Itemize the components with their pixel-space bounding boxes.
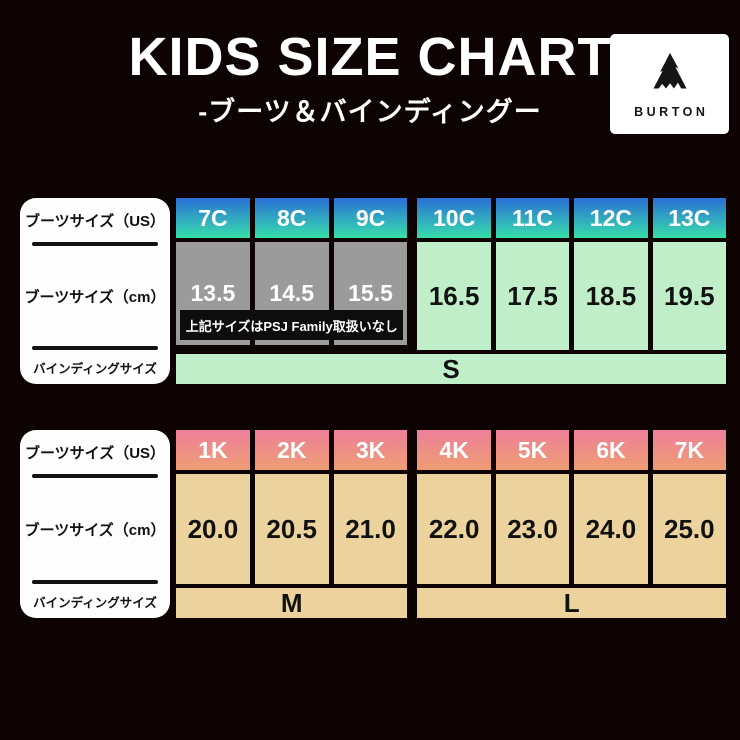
us-size-cell: 5K (495, 430, 570, 470)
label-boot-size-us: ブーツサイズ（US） (24, 212, 166, 230)
cm-size-row: 20.0 20.5 21.0 22.0 23.0 24.0 25.0 (176, 474, 726, 584)
cm-size-cell: 25.0 (652, 474, 726, 584)
data-area-c: 7C 8C 9C 10C 11C 12C 13C 13.5 14.5 15.5 … (176, 198, 726, 384)
binding-size-row: S (176, 354, 726, 384)
page-subtitle: -ブーツ＆バインディングー (198, 97, 542, 127)
label-boot-size-cm: ブーツサイズ（cm） (24, 521, 166, 539)
us-size-row: 1K 2K 3K 4K 5K 6K 7K (176, 430, 726, 470)
us-group-l: 4K 5K 6K 7K (417, 430, 726, 470)
us-group-m: 1K 2K 3K (176, 430, 408, 470)
us-size-cell: 3K (333, 430, 408, 470)
divider-line (32, 346, 158, 350)
us-size-cell: 1K (176, 430, 250, 470)
cm-size-cell: 21.0 (333, 474, 408, 584)
label-binding-size: バインディングサイズ (33, 595, 157, 610)
us-size-cell: 9C (333, 198, 408, 238)
cm-group-small: 13.5 14.5 15.5 上記サイズはPSJ Family取扱いなし (176, 242, 408, 350)
us-size-cell: 7C (176, 198, 250, 238)
cm-size-cell: 22.0 (417, 474, 491, 584)
data-area-k: 1K 2K 3K 4K 5K 6K 7K 20.0 20.5 21.0 (176, 430, 726, 618)
label-boot-size-us: ブーツサイズ（US） (24, 444, 166, 462)
cm-size-row: 13.5 14.5 15.5 上記サイズはPSJ Family取扱いなし 16.… (176, 242, 726, 350)
cm-size-cell: 23.0 (495, 474, 570, 584)
cm-size-cell: 16.5 (417, 242, 491, 350)
divider-line (32, 242, 158, 246)
divider-line (32, 580, 158, 584)
cm-size-cell: 20.5 (254, 474, 329, 584)
binding-group-l: L (417, 588, 726, 618)
us-size-cell: 7K (652, 430, 726, 470)
cm-size-cell: 20.0 (176, 474, 250, 584)
cm-size-cell: 19.5 (652, 242, 726, 350)
binding-size-bar: S (176, 354, 726, 384)
us-size-cell: 13C (652, 198, 726, 238)
us-size-cell: 4K (417, 430, 491, 470)
binding-size-bar: L (417, 588, 726, 618)
size-table-c: ブーツサイズ（US） ブーツサイズ（cm） バインディングサイズ 7C 8C 9… (20, 198, 726, 384)
us-size-row: 7C 8C 9C 10C 11C 12C 13C (176, 198, 726, 238)
binding-group-m: M (176, 588, 408, 618)
mountain-icon (653, 52, 686, 89)
divider-line (32, 474, 158, 478)
row-label-box-k: ブーツサイズ（US） ブーツサイズ（cm） バインディングサイズ (20, 430, 170, 618)
cm-group-m: 20.0 20.5 21.0 (176, 474, 408, 584)
binding-size-row: M L (176, 588, 726, 618)
us-size-cell: 2K (254, 430, 329, 470)
label-boot-size-cm: ブーツサイズ（cm） (24, 288, 166, 306)
cm-size-cell: 24.0 (574, 474, 648, 584)
binding-size-bar: M (176, 588, 408, 618)
us-size-cell: 10C (417, 198, 491, 238)
us-size-cell: 8C (254, 198, 329, 238)
row-label-box-c: ブーツサイズ（US） ブーツサイズ（cm） バインディングサイズ (20, 198, 170, 384)
cm-size-cell: 18.5 (574, 242, 648, 350)
us-size-cell: 6K (574, 430, 648, 470)
burton-logo: BURTON (610, 34, 729, 134)
cm-group-l: 22.0 23.0 24.0 25.0 (417, 474, 726, 584)
brand-name: BURTON (634, 104, 709, 119)
us-size-cell: 11C (495, 198, 570, 238)
label-binding-size: バインディングサイズ (33, 361, 157, 376)
us-group-small: 7C 8C 9C (176, 198, 408, 238)
us-size-cell: 12C (574, 198, 648, 238)
psj-note: 上記サイズはPSJ Family取扱いなし (180, 310, 404, 340)
cm-size-cell: 17.5 (495, 242, 570, 350)
size-table-k: ブーツサイズ（US） ブーツサイズ（cm） バインディングサイズ 1K 2K 3… (20, 430, 726, 618)
cm-group-large: 16.5 17.5 18.5 19.5 (417, 242, 726, 350)
page-title: KIDS SIZE CHART (128, 27, 612, 87)
us-group-large: 10C 11C 12C 13C (417, 198, 726, 238)
